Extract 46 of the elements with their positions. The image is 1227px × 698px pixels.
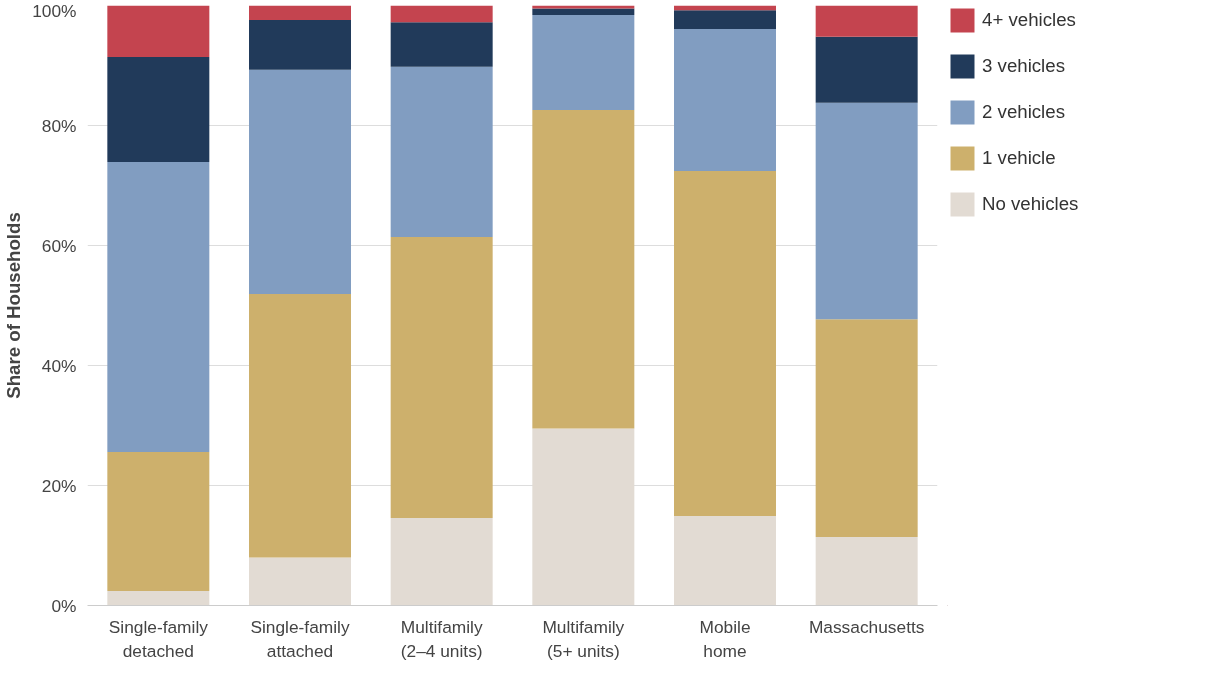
bar (674, 516, 776, 606)
legend-label: 1 vehicle (982, 147, 1056, 169)
bar (674, 28, 776, 172)
bar (674, 10, 776, 29)
bar (532, 109, 635, 429)
bar (390, 517, 493, 606)
y-tick-label: 20% (41, 475, 77, 496)
bar (390, 5, 493, 23)
bar (815, 102, 918, 320)
y-tick-label: 40% (41, 355, 77, 376)
x-tick-label: Single-family attached (250, 616, 350, 661)
bar (532, 15, 635, 110)
y-axis-title: Share of Households (3, 212, 25, 399)
bar (249, 294, 351, 558)
bar (107, 57, 210, 163)
x-tick-label: Multifamily (2–4 units) (400, 616, 483, 661)
y-tick-label: 60% (41, 235, 77, 256)
bar (390, 237, 493, 518)
bar (815, 36, 918, 103)
bar (107, 451, 210, 592)
bar (674, 171, 776, 517)
bar (107, 162, 210, 452)
bar (815, 537, 918, 606)
y-tick-label: 80% (41, 115, 77, 136)
bar (815, 319, 918, 538)
legend-label: 4+ vehicles (982, 9, 1076, 31)
bar (249, 5, 351, 20)
bar (107, 591, 210, 606)
legend-label: No vehicles (982, 193, 1079, 215)
legend-label: 3 vehicles (982, 55, 1065, 77)
x-tick-label: Massachusetts (808, 616, 925, 637)
bar (532, 5, 635, 9)
y-tick-label: 100% (32, 0, 77, 21)
x-tick-label: Mobile home (699, 616, 751, 661)
y-tick-label: 0% (51, 595, 77, 616)
legend-label: 2 vehicles (982, 101, 1065, 123)
bar (249, 69, 351, 295)
bar (390, 22, 493, 67)
bar (249, 19, 351, 70)
x-tick-label: Multifamily (5+ units) (542, 616, 625, 661)
bar (249, 557, 351, 606)
bar (532, 8, 635, 16)
bar (390, 66, 493, 238)
x-tick-label: Single-family detached (108, 616, 209, 661)
bar (107, 5, 210, 58)
bar (815, 5, 918, 37)
